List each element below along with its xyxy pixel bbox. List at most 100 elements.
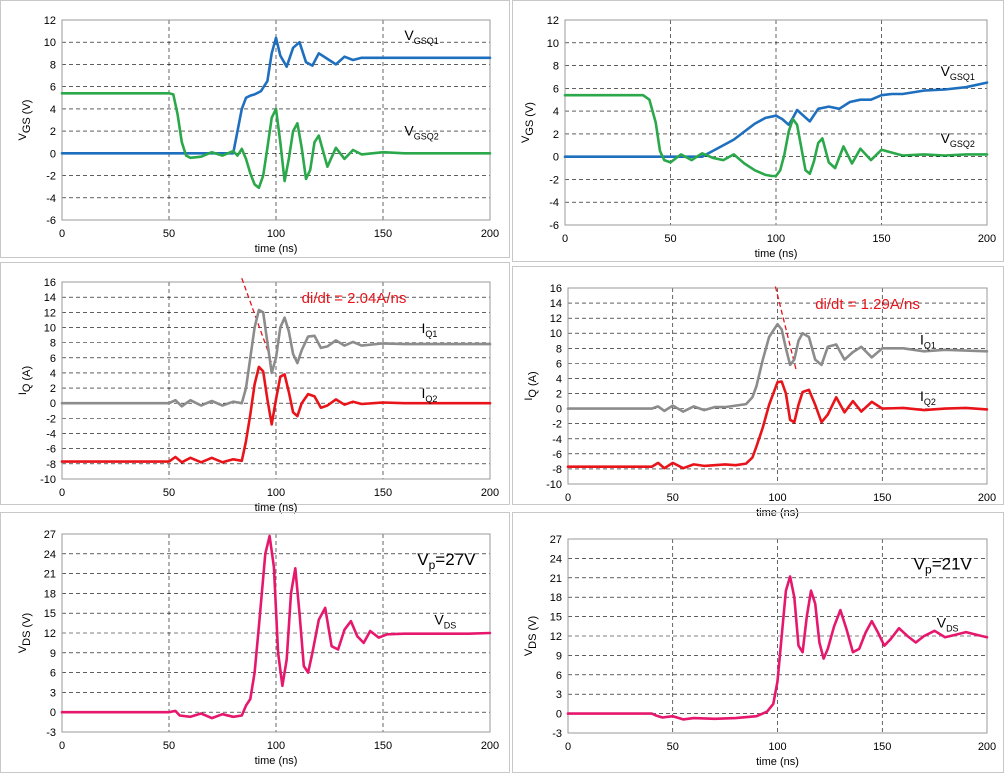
- series-line-v-gsq1: [60, 36, 492, 155]
- grid: [61, 281, 491, 480]
- x-tick-label: 200: [978, 492, 996, 504]
- x-tick-label: 0: [565, 741, 571, 753]
- peak-voltage-annotation: Vp=27V: [417, 550, 476, 572]
- y-tick-label: -2: [549, 174, 559, 186]
- y-tick-label: 0: [556, 709, 562, 721]
- y-tick-label: -4: [46, 193, 56, 205]
- x-tick-label: 150: [374, 487, 392, 499]
- y-tick-label: -6: [552, 449, 562, 461]
- y-axis-label: IQ (A): [523, 371, 539, 400]
- x-tick-label: 0: [562, 233, 568, 245]
- series-line-v-ds: [60, 534, 492, 720]
- x-tick-label: 100: [267, 740, 285, 752]
- y-tick-label: 8: [553, 61, 559, 73]
- y-tick-label: 15: [550, 612, 562, 624]
- y-tick-label: 9: [556, 650, 562, 662]
- y-tick-label: 18: [44, 588, 56, 600]
- x-tick-label: 200: [481, 228, 499, 240]
- y-tick-label: 9: [50, 648, 56, 660]
- y-tick-label: 24: [550, 553, 562, 565]
- y-tick-label: -6: [46, 444, 56, 456]
- x-tick-label: 100: [267, 487, 285, 499]
- x-axis-label: time (ns): [255, 243, 298, 255]
- y-tick-label: 4: [50, 104, 56, 116]
- x-tick-label: 150: [872, 233, 890, 245]
- y-tick-label: -3: [552, 728, 562, 740]
- series-line-v-gsq2: [60, 92, 492, 190]
- y-tick-label: 4: [556, 373, 562, 385]
- chart-panel-1: -6 -4 -2 0 2 4 6 8 10 12 0 50 100 150 200 time (ns) VGS …: [0, 0, 510, 258]
- y-tick-label: -6: [549, 220, 559, 232]
- y-tick-label: 3: [50, 687, 56, 699]
- x-axis-label: time (ns): [255, 755, 298, 767]
- y-tick-label: -2: [46, 413, 56, 425]
- y-tick-label: 2: [50, 383, 56, 395]
- y-tick-label: 18: [550, 592, 562, 604]
- y-tick-label: 15: [44, 608, 56, 620]
- y-tick-label: 16: [44, 277, 56, 289]
- y-tick-label: 2: [556, 389, 562, 401]
- y-tick-label: 2: [553, 129, 559, 141]
- y-tick-label: -4: [46, 429, 56, 441]
- y-tick-label: 8: [50, 59, 56, 71]
- y-tick-label: -3: [46, 727, 56, 739]
- didt-annotation: di/dt = 2.04A/ns: [302, 290, 407, 307]
- plot-frame: [61, 281, 491, 480]
- y-tick-label: 21: [44, 569, 56, 581]
- series-label: IQ2: [920, 388, 936, 407]
- grid: [564, 19, 988, 226]
- x-tick-label: 50: [163, 228, 175, 240]
- plot-frame: [567, 287, 988, 485]
- y-tick-label: -8: [46, 459, 56, 471]
- didt-annotation: di/dt = 1.29A/ns: [815, 296, 920, 313]
- y-tick-label: 10: [547, 38, 559, 50]
- panel-border: [512, 0, 1004, 262]
- y-tick-label: 27: [44, 529, 56, 541]
- x-axis-label: time (ns): [755, 248, 798, 260]
- x-tick-label: 100: [768, 741, 786, 753]
- y-tick-label: 14: [44, 292, 56, 304]
- series-line-i-q2: [60, 365, 492, 464]
- series-line-v-ds: [566, 575, 989, 721]
- y-tick-label: -2: [552, 419, 562, 431]
- series-label: VDS: [434, 611, 456, 630]
- y-tick-label: -10: [40, 474, 56, 486]
- x-tick-label: 0: [59, 740, 65, 752]
- x-tick-label: 150: [873, 741, 891, 753]
- y-axis-label: VDS (V): [17, 613, 33, 653]
- x-tick-label: 50: [163, 487, 175, 499]
- panel-border: [0, 262, 510, 505]
- y-tick-label: -6: [46, 215, 56, 227]
- y-tick-label: 10: [44, 37, 56, 49]
- y-tick-label: 2: [50, 126, 56, 138]
- y-tick-label: 4: [553, 106, 559, 118]
- y-tick-label: 0: [50, 148, 56, 160]
- series-line-i-q1: [60, 308, 492, 408]
- x-tick-label: 50: [664, 233, 676, 245]
- y-axis-label: IQ (A): [17, 366, 33, 395]
- x-axis-label: time (ns): [756, 756, 799, 768]
- x-tick-label: 0: [59, 487, 65, 499]
- series-line-i-q2: [566, 380, 989, 470]
- y-tick-label: -2: [46, 171, 56, 183]
- y-tick-label: -4: [549, 197, 559, 209]
- y-tick-label: 10: [44, 322, 56, 334]
- y-tick-label: 6: [553, 83, 559, 95]
- y-tick-label: 0: [50, 707, 56, 719]
- x-tick-label: 100: [267, 228, 285, 240]
- series-label: VGSQ2: [941, 130, 975, 149]
- x-tick-label: 200: [978, 741, 996, 753]
- y-tick-label: 21: [550, 573, 562, 585]
- y-tick-label: -8: [552, 464, 562, 476]
- y-tick-label: 0: [556, 404, 562, 416]
- series-label: IQ1: [920, 332, 936, 351]
- series-label: VGSQ1: [404, 27, 438, 46]
- x-tick-label: 0: [59, 228, 65, 240]
- series-label: IQ2: [422, 385, 438, 404]
- didt-guide-line: [774, 286, 797, 372]
- chart-panel-3: -10 -8 -6 -4 -2 0 2 4 6 8 10 12 14 16 0 50 100 150 200 time…: [0, 262, 510, 514]
- peak-voltage-annotation: Vp=21V: [914, 554, 973, 576]
